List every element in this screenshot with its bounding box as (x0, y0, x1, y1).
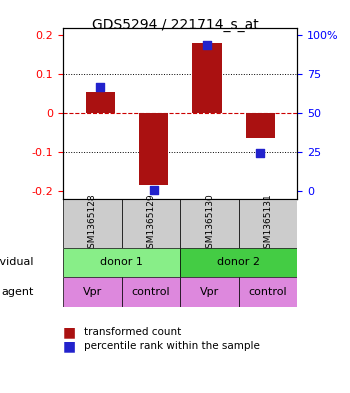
FancyBboxPatch shape (180, 277, 239, 307)
Text: GSM1365128: GSM1365128 (88, 193, 97, 253)
Text: control: control (132, 287, 170, 297)
FancyBboxPatch shape (122, 199, 180, 248)
Bar (139, 113, 168, 185)
FancyBboxPatch shape (239, 199, 298, 248)
FancyBboxPatch shape (180, 199, 239, 248)
Bar (192, 43, 222, 113)
Text: GSM1365131: GSM1365131 (264, 193, 273, 254)
FancyBboxPatch shape (180, 248, 298, 277)
FancyBboxPatch shape (122, 277, 180, 307)
FancyBboxPatch shape (239, 277, 298, 307)
Point (151, 187, 156, 193)
Text: Vpr: Vpr (83, 287, 102, 297)
FancyBboxPatch shape (63, 248, 180, 277)
FancyBboxPatch shape (63, 199, 122, 248)
Text: donor 2: donor 2 (217, 257, 260, 268)
Point (98, 84, 103, 91)
Text: transformed count: transformed count (84, 327, 181, 337)
Text: GDS5294 / 221714_s_at: GDS5294 / 221714_s_at (92, 18, 258, 32)
FancyBboxPatch shape (63, 277, 122, 307)
Bar (246, 113, 275, 138)
Text: GSM1365130: GSM1365130 (205, 193, 214, 254)
Text: individual: individual (0, 257, 34, 268)
Text: ■: ■ (63, 339, 76, 353)
Bar (86, 92, 115, 113)
Text: agent: agent (1, 287, 34, 297)
Text: Vpr: Vpr (200, 287, 219, 297)
Text: ■: ■ (63, 325, 76, 339)
Text: donor 1: donor 1 (100, 257, 143, 268)
Point (257, 149, 263, 156)
Text: percentile rank within the sample: percentile rank within the sample (84, 341, 260, 351)
Text: GSM1365129: GSM1365129 (146, 193, 155, 253)
Text: control: control (249, 287, 287, 297)
Point (204, 42, 210, 48)
